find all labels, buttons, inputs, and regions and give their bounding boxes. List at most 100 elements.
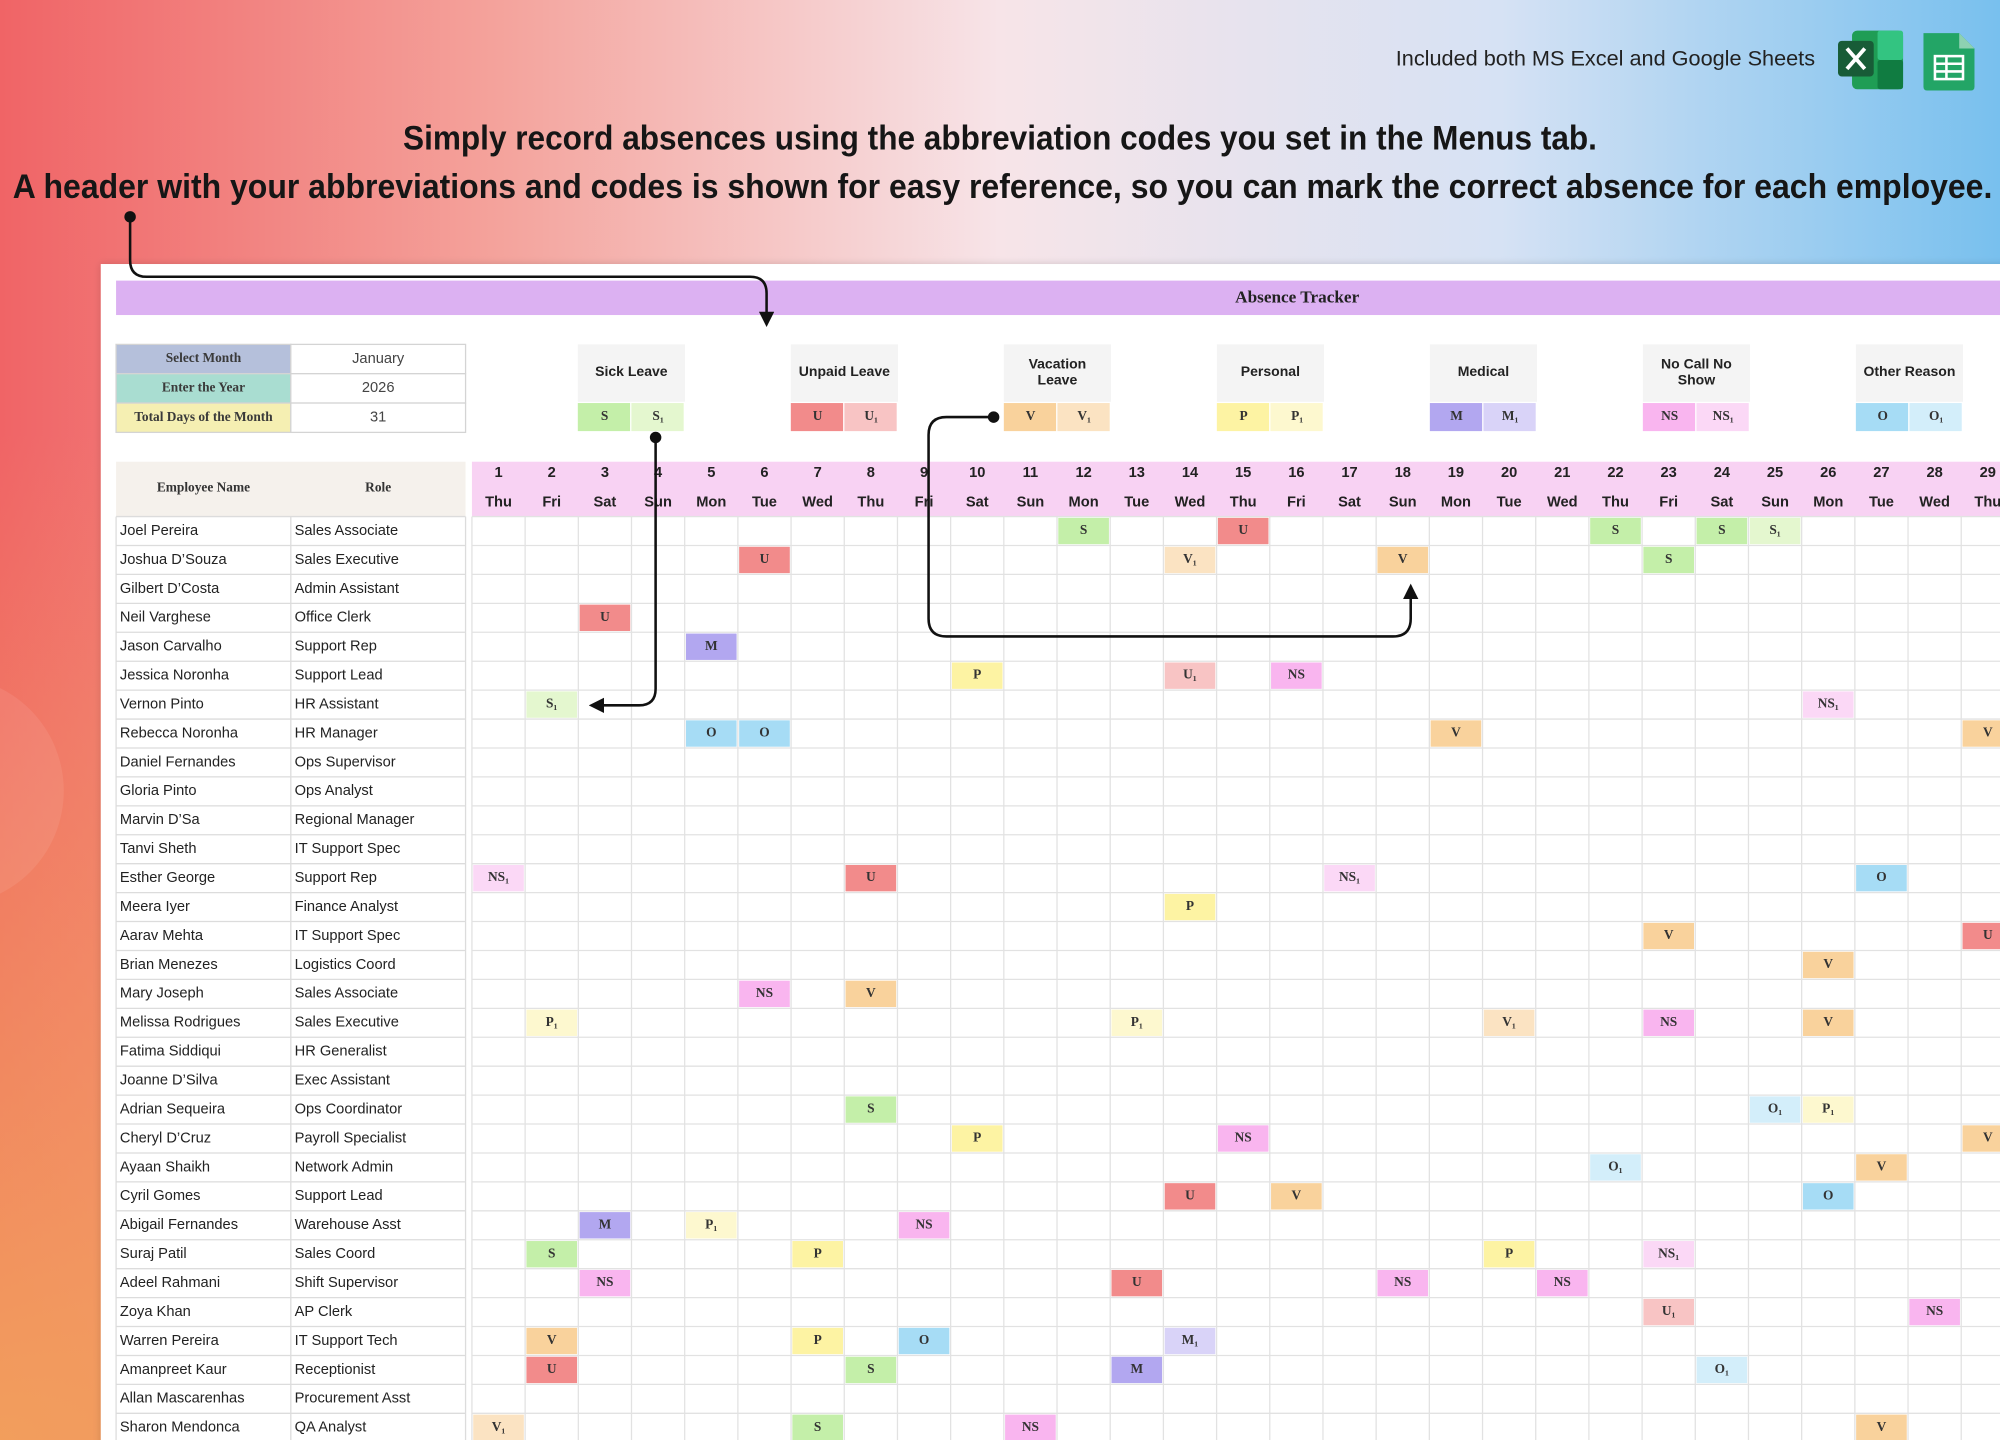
employee-name: Meera Iyer <box>120 899 190 915</box>
absence-code: M <box>705 638 718 653</box>
employee-role: Support Rep <box>295 870 377 886</box>
absence-code: U <box>1238 522 1248 537</box>
day-number: 23 <box>1661 465 1677 481</box>
setting-value-cell <box>290 402 467 434</box>
absence-cell <box>685 720 737 747</box>
absence-code: S <box>867 1361 874 1376</box>
legend-header <box>1216 344 1324 402</box>
employee-role: Support Rep <box>295 639 377 655</box>
day-number: 6 <box>760 465 768 481</box>
column-header: Employee Name <box>157 480 250 495</box>
legend-code: NS <box>1661 408 1678 423</box>
employee-role: Regional Manager <box>295 812 415 828</box>
day-of-week: Tue <box>1869 494 1894 510</box>
absence-code: NS <box>1022 1419 1039 1434</box>
legend-code-cell <box>631 403 684 432</box>
absence-cell <box>1111 1009 1163 1036</box>
absence-cell <box>1430 720 1482 747</box>
employee-name: Rebecca Noronha <box>120 725 239 741</box>
legend-header <box>1429 344 1537 402</box>
employee-role: IT Support Spec <box>295 841 401 857</box>
absence-cell <box>739 980 790 1008</box>
employee-name: Daniel Fernandes <box>120 754 236 770</box>
absence-cell <box>1749 1096 1801 1123</box>
day-of-week: Wed <box>1919 494 1950 510</box>
employee-role: Logistics Coord <box>295 957 396 973</box>
day-number: 13 <box>1129 465 1145 481</box>
absence-code: S <box>814 1419 821 1434</box>
absence-cell <box>739 546 790 574</box>
absence-code: NS <box>756 985 773 1000</box>
absence-code: U <box>547 1361 557 1376</box>
legend-code: U₁ <box>864 408 878 423</box>
legend-code: P₁ <box>1291 408 1303 423</box>
day-number: 5 <box>707 465 715 481</box>
employee-name: Allan Mascarenhas <box>120 1391 245 1407</box>
arrow <box>588 437 657 713</box>
day-number: 8 <box>867 465 875 481</box>
employee-name: Jason Carvalho <box>120 639 222 655</box>
employee-name: Amanpreet Kaur <box>120 1362 227 1378</box>
absence-code: U <box>1132 1274 1142 1289</box>
employee-role: Ops Coordinator <box>295 1101 403 1117</box>
day-of-week: Sat <box>1710 494 1733 510</box>
legend-name: No Call No <box>1661 355 1732 371</box>
absence-code: NS <box>1235 1130 1252 1145</box>
absence-cell <box>898 1212 950 1239</box>
day-of-week: Thu <box>1230 494 1257 510</box>
absence-code: V <box>1451 725 1461 740</box>
headline-line: A header with your abbreviations and cod… <box>13 168 1993 206</box>
absence-code: V <box>1877 1159 1887 1174</box>
legend-code: M₁ <box>1502 408 1519 423</box>
absence-cell <box>1856 864 1907 892</box>
absence-code: NS <box>1554 1274 1571 1289</box>
absence-cell <box>1962 720 2000 747</box>
absence-code: V₁ <box>492 1419 506 1434</box>
absence-code: NS <box>1926 1303 1943 1318</box>
day-number: 28 <box>1926 465 1942 481</box>
employee-role: Ops Analyst <box>295 783 373 799</box>
employee-role: HR Assistant <box>295 696 379 712</box>
absence-code: O <box>759 725 769 740</box>
absence-cell <box>1324 864 1375 892</box>
absence-cell <box>1483 1241 1535 1268</box>
absence-cell <box>1271 1183 1322 1210</box>
day-of-week: Sun <box>644 494 672 510</box>
absence-cell <box>1696 1356 1748 1384</box>
absence-cell <box>951 1125 1003 1152</box>
absence-code: V <box>1983 725 1993 740</box>
legend-code: U <box>813 408 823 423</box>
legend-code-cell <box>1483 403 1536 432</box>
absence-cell <box>526 1356 578 1384</box>
day-number: 2 <box>548 465 556 481</box>
absence-cell <box>1802 1183 1854 1210</box>
absence-code: U <box>600 609 610 624</box>
employee-role: Support Lead <box>295 668 383 684</box>
arrow-dot <box>124 211 136 223</box>
absence-cell <box>1377 1269 1429 1297</box>
absence-cell <box>1483 1009 1535 1036</box>
legend-code: S <box>601 408 608 423</box>
absence-code: U <box>760 551 770 566</box>
employee-name: Joanne D’Silva <box>120 1073 219 1089</box>
legend-code-cell <box>1696 403 1749 432</box>
day-number: 21 <box>1554 465 1570 481</box>
background-shape <box>0 687 64 894</box>
employee-name: Zoya Khan <box>120 1304 191 1320</box>
legend-code-cell <box>1216 403 1270 432</box>
absence-cell <box>792 1327 843 1355</box>
day-of-week: Fri <box>542 494 561 510</box>
day-number: 16 <box>1288 465 1304 481</box>
absence-code: V <box>1823 956 1833 971</box>
absence-cell <box>1164 662 1216 689</box>
legend-code-cell <box>1003 403 1057 432</box>
absence-code: S <box>1080 522 1087 537</box>
absence-code: P <box>814 1245 822 1260</box>
employee-role: IT Support Tech <box>295 1333 398 1349</box>
employee-name: Warren Pereira <box>120 1333 220 1349</box>
day-of-week: Mon <box>1441 494 1471 510</box>
absence-code: P <box>814 1332 822 1347</box>
